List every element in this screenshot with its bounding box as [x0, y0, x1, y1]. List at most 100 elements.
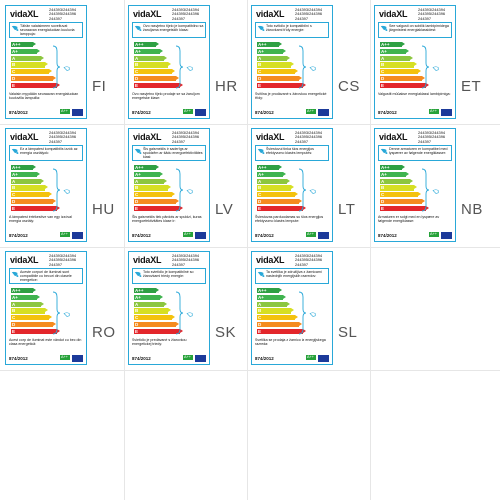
energy-label-cell: vidaXL 244393/244394 244395/244396 24439… — [248, 125, 370, 247]
energy-label: vidaXL 244393/244394 244395/244396 24439… — [128, 5, 210, 119]
energy-class-bar: E — [380, 205, 429, 211]
compatibility-box: Ez a lámpatest kompatibilis izzók az ene… — [9, 145, 83, 161]
lamp-class-badge: A++ — [60, 109, 70, 114]
model-numbers: 244393/244394 244395/244396 244397 — [418, 130, 446, 144]
language-code: NB — [461, 201, 483, 218]
bulb-icon — [63, 66, 70, 71]
brace-icon — [175, 45, 184, 89]
compatibility-box: See valgusti on sobilik lambipirnidega j… — [378, 22, 452, 38]
compatibility-box: Ta svetilka je združljiva z žarnicami na… — [255, 268, 329, 284]
energy-class-bar: C — [134, 69, 175, 75]
grid-divider — [370, 0, 371, 500]
lamp-icon — [380, 148, 388, 155]
lamp-class-badge: A++ — [183, 109, 193, 114]
regulation-number: 874/2012 — [9, 233, 28, 238]
brand-name: vidaXL — [10, 9, 39, 19]
lamp-icon — [11, 271, 19, 278]
bulb-icon — [309, 66, 316, 71]
energy-class-bar: E — [380, 82, 429, 88]
sold-with-text: Acest corp de iluminat este vândut cu be… — [9, 338, 82, 347]
regulation-number: 874/2012 — [9, 356, 28, 361]
brand-name: vidaXL — [133, 255, 162, 265]
energy-class-bar: A++ — [257, 165, 282, 171]
bulb-icon — [432, 66, 439, 71]
regulation-number: 874/2012 — [132, 233, 151, 238]
eu-flag-icon — [72, 109, 83, 116]
energy-label-cell: vidaXL 244393/244394 244395/244396 24439… — [371, 2, 493, 124]
energy-class-bar: A+ — [134, 171, 163, 177]
bulb-icon — [186, 66, 193, 71]
label-footer: 874/2012 A++ — [255, 106, 330, 116]
label-footer: 874/2012 A++ — [378, 106, 453, 116]
model-numbers: 244393/244394 244395/244396 244397 — [172, 130, 200, 144]
energy-label-cell: vidaXL 244393/244394 244395/244396 24439… — [125, 2, 247, 124]
compatibility-text: Aceste corpuri de iluminat sunt compatib… — [20, 270, 72, 283]
bulb-icon — [309, 312, 316, 317]
label-header: vidaXL 244393/244394 244395/244396 24439… — [255, 130, 330, 144]
eu-flag-icon — [72, 355, 83, 362]
brand-name: vidaXL — [133, 9, 162, 19]
energy-label: vidaXL 244393/244394 244395/244396 24439… — [251, 5, 333, 119]
energy-class-bar: A+ — [257, 171, 286, 177]
regulation-number: 874/2012 — [255, 233, 274, 238]
language-code: CS — [338, 78, 360, 95]
energy-class-scale: A++ A+ A B C D E — [132, 288, 206, 336]
lamp-class-badge: A++ — [183, 355, 193, 360]
eu-flag-icon — [195, 232, 206, 239]
energy-class-bar: A+ — [257, 48, 286, 54]
label-header: vidaXL 244393/244394 244395/244396 24439… — [132, 253, 207, 267]
energy-class-bar: C — [11, 69, 52, 75]
label-footer: 874/2012 A++ — [255, 229, 330, 239]
label-footer: 874/2012 A++ — [255, 352, 330, 362]
label-footer: 874/2012 A++ — [9, 106, 84, 116]
energy-class-bar: A++ — [380, 165, 405, 171]
regulation-number: 874/2012 — [9, 110, 28, 115]
brand-name: vidaXL — [133, 132, 162, 142]
brace-icon — [52, 168, 61, 212]
sold-with-text: Šviestuvas parduodamas su šios energijos… — [255, 215, 324, 224]
brand-name: vidaXL — [256, 255, 285, 265]
energy-class-bar: C — [11, 315, 52, 321]
brand-name: vidaXL — [256, 9, 285, 19]
eu-flag-icon — [441, 109, 452, 116]
brand-name: vidaXL — [10, 132, 39, 142]
compatibility-text: See valgusti on sobilik lambipirnidega j… — [389, 24, 449, 33]
energy-class-bar: E — [257, 82, 306, 88]
bulb-icon — [63, 189, 70, 194]
brand-name: vidaXL — [10, 255, 39, 265]
bulb-icon — [186, 189, 193, 194]
energy-class-bar: B — [134, 185, 171, 191]
energy-class-bar: A+ — [11, 48, 40, 54]
brace-icon — [52, 45, 61, 89]
lamp-icon — [257, 25, 265, 32]
energy-class-bar: D — [257, 76, 302, 82]
compatibility-box: Šviestuvui tinka šios energijos efektyvu… — [255, 145, 329, 161]
energy-class-bar: E — [134, 205, 183, 211]
brace-icon — [298, 291, 307, 335]
energy-class-scale: A++ A+ A B C D E — [255, 165, 329, 213]
energy-label-cell: vidaXL 244393/244394 244395/244396 24439… — [2, 248, 124, 370]
brace-icon — [298, 168, 307, 212]
lamp-class-badge: A++ — [183, 232, 193, 237]
label-header: vidaXL 244393/244394 244395/244396 24439… — [9, 253, 84, 267]
energy-class-bar: D — [257, 199, 302, 205]
language-code: LV — [215, 201, 234, 218]
energy-class-bar: B — [380, 185, 417, 191]
model-numbers: 244393/244394 244395/244396 244397 — [295, 7, 323, 21]
energy-class-bar: D — [11, 76, 56, 82]
energy-class-bar: C — [134, 192, 175, 198]
energy-class-bar: D — [11, 322, 56, 328]
sold-with-text: Svietidlo je predávané s žiarovkou energ… — [132, 338, 187, 347]
compatibility-box: Toto svietidlo je kompatibilné so žiarov… — [132, 268, 206, 284]
language-code: FI — [92, 78, 107, 95]
energy-class-bar: A — [380, 55, 413, 61]
label-footer: 874/2012 A++ — [132, 106, 207, 116]
label-footer: 874/2012 A++ — [132, 229, 207, 239]
lamp-icon — [134, 148, 142, 155]
brand-name: vidaXL — [379, 132, 408, 142]
energy-class-bar: D — [11, 199, 56, 205]
energy-class-scale: A++ A+ A B C D E — [9, 288, 83, 336]
compatibility-text: Ovo rasvjetno tijelo je kompatibilno sa … — [143, 24, 204, 33]
compatibility-text: Šviestuvui tinka šios energijos efektyvu… — [266, 147, 314, 156]
